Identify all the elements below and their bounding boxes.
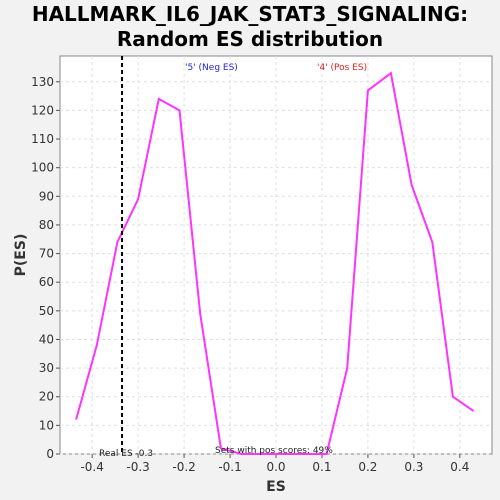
- pos-scores-label: Sets with pos scores: 49%: [215, 446, 333, 456]
- chart-title: HALLMARK_IL6_JAK_STAT3_SIGNALING:: [31, 2, 469, 26]
- x-tick-label: -0.4: [80, 460, 103, 474]
- y-tick-label: 10: [39, 418, 54, 432]
- y-tick-label: 50: [39, 304, 54, 318]
- real-es-label: Real ES -0.3: [99, 449, 153, 459]
- y-axis-label: P(ES): [13, 234, 29, 277]
- x-tick-label: 0.2: [358, 460, 377, 474]
- y-tick-label: 120: [31, 103, 54, 117]
- y-tick-label: 60: [39, 275, 54, 289]
- x-tick-label: 0.1: [312, 460, 331, 474]
- x-axis-ticks: -0.4 -0.3 -0.2 -0.1 0.0 0.1 0.2 0.3 0.4: [80, 454, 469, 474]
- gridlines: [60, 56, 492, 455]
- x-tick-label: -0.1: [218, 460, 241, 474]
- y-tick-label: 110: [31, 132, 54, 146]
- x-tick-label: 0.0: [266, 460, 285, 474]
- series-line: [75, 71, 475, 455]
- chart-subtitle: Random ES distribution: [116, 27, 384, 51]
- y-tick-label: 100: [31, 161, 54, 175]
- x-tick-label: -0.3: [126, 460, 149, 474]
- y-axis-ticks: 0 10 20 30 40 50 60 70 80 90 100 110 120 130: [31, 75, 60, 461]
- neg-es-label: '5' (Neg ES): [185, 63, 238, 73]
- y-tick-label: 130: [31, 75, 54, 89]
- y-tick-label: 0: [46, 447, 54, 461]
- y-tick-label: 40: [39, 332, 54, 346]
- pos-es-label: '4' (Pos ES): [317, 63, 367, 73]
- y-tick-label: 20: [39, 390, 54, 404]
- x-axis-label: ES: [266, 479, 286, 495]
- y-tick-label: 80: [39, 218, 54, 232]
- x-tick-label: 0.3: [404, 460, 423, 474]
- y-tick-label: 90: [39, 189, 54, 203]
- x-tick-label: -0.2: [172, 460, 195, 474]
- x-tick-label: 0.4: [450, 460, 469, 474]
- y-tick-label: 70: [39, 247, 54, 261]
- y-tick-label: 30: [39, 361, 54, 375]
